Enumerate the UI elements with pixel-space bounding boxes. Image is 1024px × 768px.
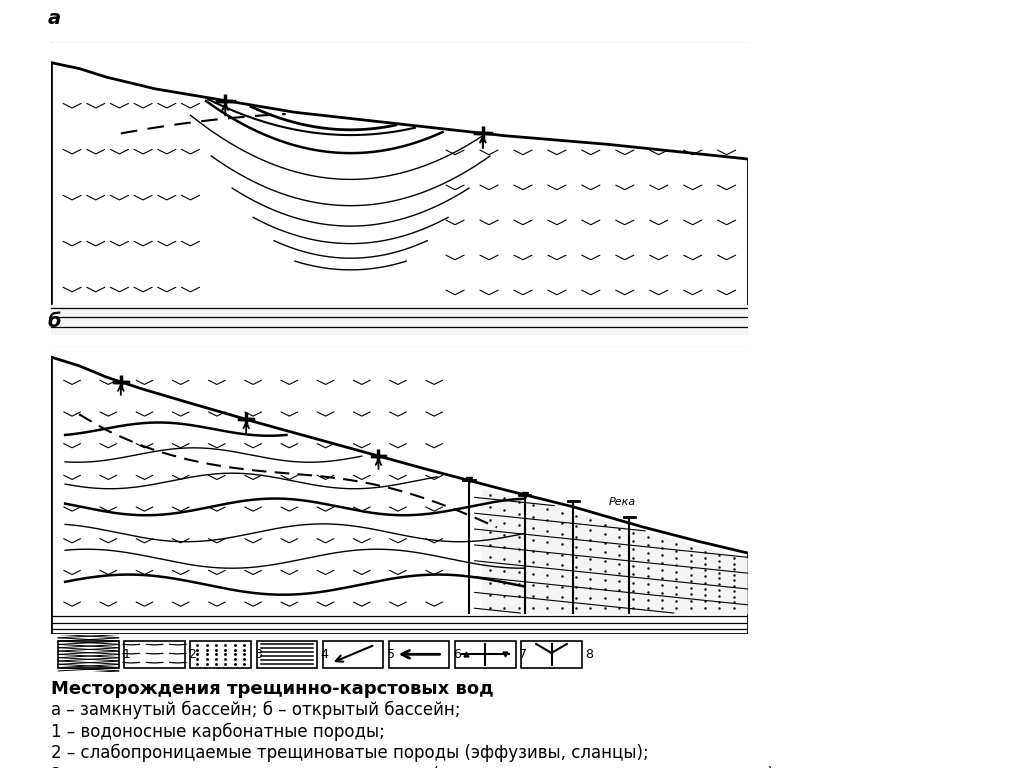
Bar	[124, 641, 185, 667]
Text: 7: 7	[519, 647, 527, 660]
Text: 4: 4	[321, 647, 329, 660]
Text: б: б	[48, 313, 61, 331]
Text: 1 – водоносные карбонатные породы;: 1 – водоносные карбонатные породы;	[51, 723, 385, 741]
Text: а – замкнутый бассейн; б – открытый бассейн;: а – замкнутый бассейн; б – открытый басс…	[51, 701, 461, 720]
Text: 3 – рыхлые песчано-глинистые отложения (преимущественно водоносные пески);: 3 – рыхлые песчано-глинистые отложения (…	[51, 766, 780, 768]
Bar	[389, 641, 450, 667]
Bar	[190, 641, 251, 667]
Bar	[455, 641, 516, 667]
Text: Река: Река	[608, 497, 636, 507]
Text: 1: 1	[122, 647, 130, 660]
Text: 2 – слабопроницаемые трещиноватые породы (эффузивы, сланцы);: 2 – слабопроницаемые трещиноватые породы…	[51, 744, 649, 763]
Text: 8: 8	[586, 647, 593, 660]
Text: 3: 3	[255, 647, 262, 660]
Text: Месторождения трещинно-карстовых вод: Месторождения трещинно-карстовых вод	[51, 680, 494, 697]
Bar	[521, 641, 582, 667]
Text: 2: 2	[188, 647, 197, 660]
Text: 6: 6	[453, 647, 461, 660]
Text: 5: 5	[387, 647, 395, 660]
Bar	[257, 641, 317, 667]
Bar	[323, 641, 383, 667]
Polygon shape	[483, 490, 748, 614]
Text: а: а	[48, 8, 60, 28]
Bar	[58, 641, 119, 667]
